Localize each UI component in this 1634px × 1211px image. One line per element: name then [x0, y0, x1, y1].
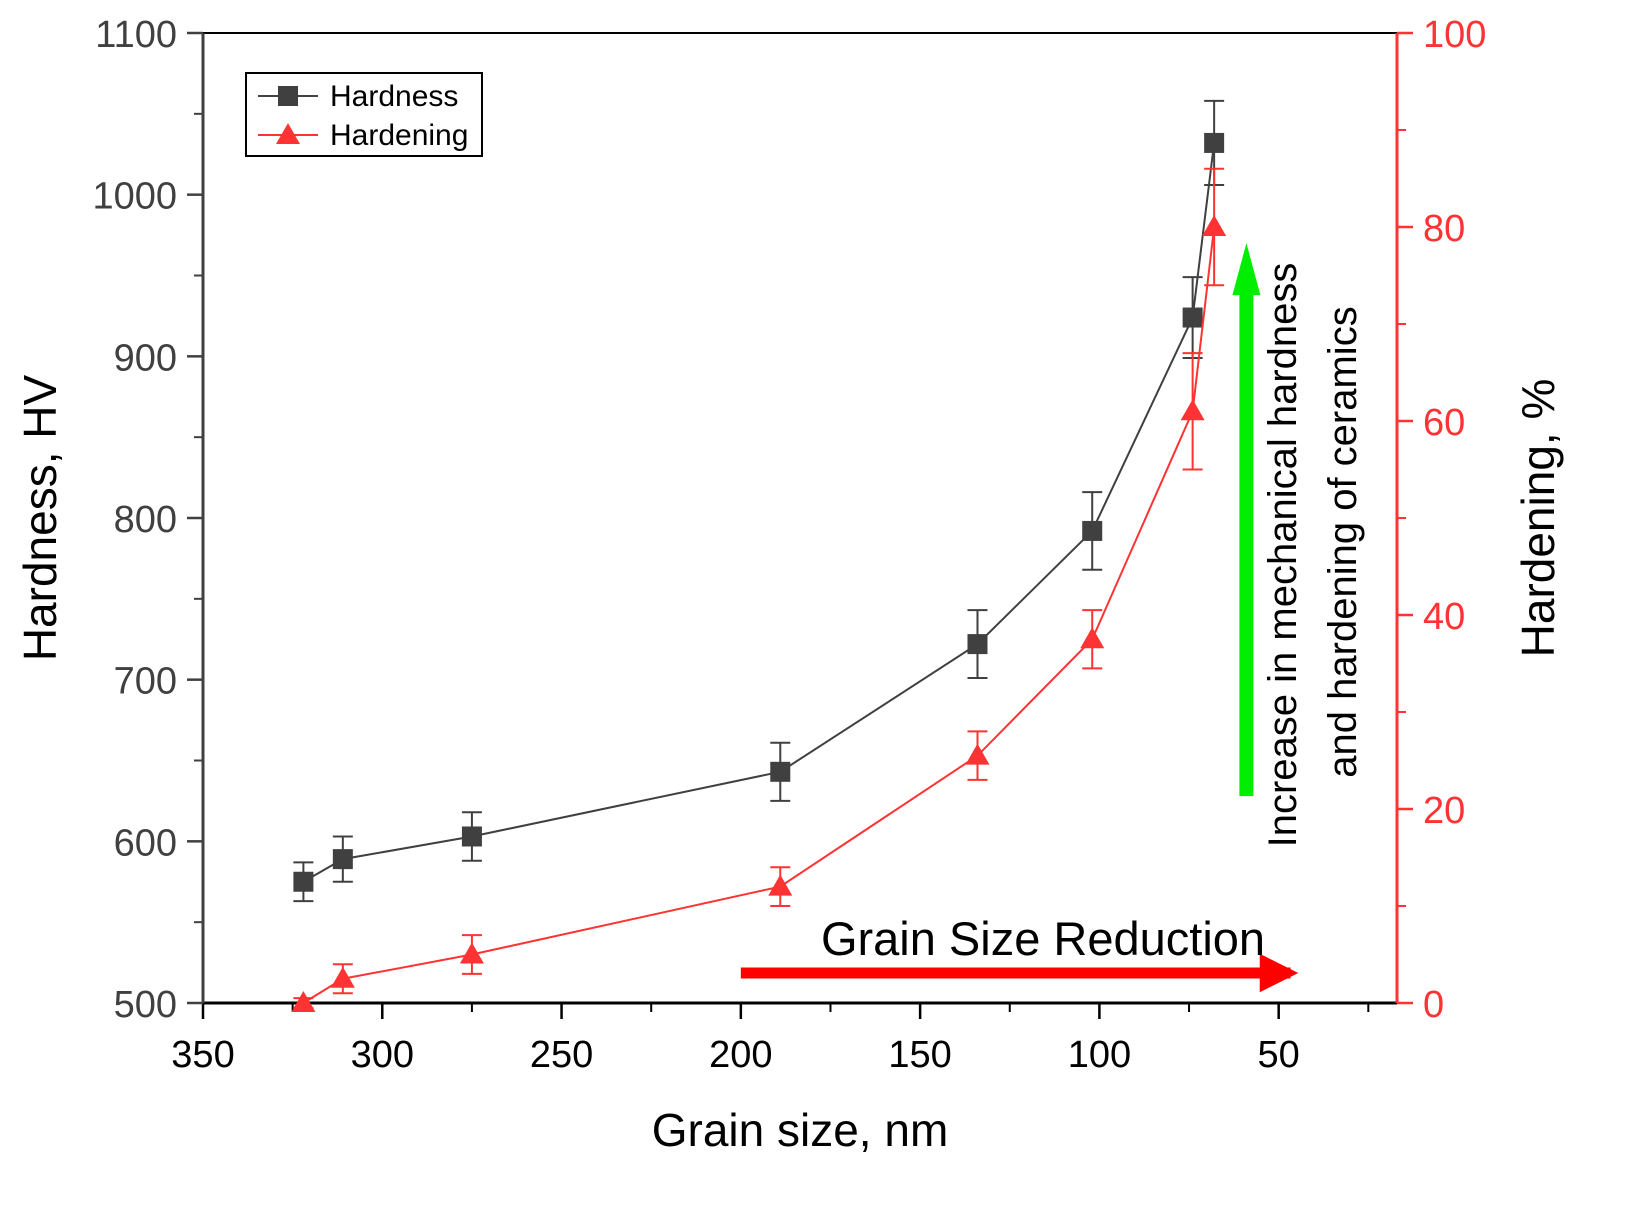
- hardening-data-point: [965, 743, 990, 765]
- hardness-data-point: [1182, 307, 1203, 328]
- hardening-data-point: [1180, 399, 1205, 421]
- x-tick-label: 100: [1068, 1034, 1131, 1076]
- annotation-layer: Grain Size Reduction Increase in mechani…: [740, 243, 1365, 993]
- y-right-tick-label: 60: [1423, 402, 1465, 444]
- y-right-tick-label: 0: [1423, 984, 1444, 1026]
- y-right-axis-ticks: 0 20 40 60 80 100: [1397, 14, 1486, 1026]
- hardness-increase-arrow: [1232, 243, 1261, 797]
- y-right-tick-label: 100: [1423, 14, 1486, 56]
- hardening-data-point: [768, 874, 793, 896]
- hardening-data-point: [1080, 627, 1105, 649]
- hardening-data-point: [291, 991, 316, 1012]
- x-tick-label: 250: [530, 1034, 593, 1076]
- y-right-axis-label: Hardening, %: [1512, 379, 1564, 658]
- legend-marker-hardness: [278, 86, 298, 106]
- hardness-series-line: [302, 142, 1216, 883]
- x-tick-label: 150: [888, 1034, 951, 1076]
- hardness-data-point: [770, 761, 791, 782]
- hardness-data-point: [293, 871, 314, 892]
- x-tick-label: 200: [709, 1034, 772, 1076]
- legend-label-hardness: Hardness: [330, 80, 458, 113]
- x-tick-label: 50: [1258, 1034, 1300, 1076]
- plot-frame: [201, 32, 1399, 1005]
- hardness-data-point: [1204, 132, 1225, 153]
- hardening-data-point: [1202, 215, 1227, 236]
- hardness-data-point: [967, 634, 988, 655]
- hardness-data-point: [332, 849, 353, 870]
- hardness-data-point: [461, 826, 482, 847]
- hardening-data-point: [330, 966, 355, 988]
- hardening-data-point: [459, 942, 484, 964]
- y-left-tick-label: 800: [114, 499, 177, 541]
- hardening-series-line: [302, 226, 1216, 1004]
- hardness-data-point: [1082, 520, 1103, 541]
- y-right-tick-label: 40: [1423, 596, 1465, 638]
- y-left-tick-label: 500: [114, 984, 177, 1026]
- legend: Hardness Hardening: [245, 72, 483, 157]
- y-left-axis-ticks: 500 600 700 800 900 1000 1100: [92, 14, 203, 1026]
- hardness-increase-label-line-1: Increase in mechanical hardness: [1261, 263, 1305, 848]
- legend-marker-hardening: [276, 123, 300, 144]
- y-left-tick-label: 1000: [92, 176, 177, 218]
- x-tick-label: 350: [171, 1034, 234, 1076]
- y-right-tick-label: 20: [1423, 790, 1465, 832]
- legend-label-hardening: Hardening: [330, 119, 468, 152]
- series-layer: [291, 99, 1227, 1012]
- x-axis-label: Grain size, nm: [652, 1104, 949, 1156]
- grain-size-reduction-label: Grain Size Reduction: [821, 912, 1265, 965]
- y-left-tick-label: 900: [114, 337, 177, 379]
- y-left-tick-label: 1100: [95, 14, 177, 56]
- y-right-tick-label: 80: [1423, 208, 1465, 250]
- x-tick-label: 300: [351, 1034, 414, 1076]
- y-left-tick-label: 700: [114, 661, 177, 703]
- y-left-tick-label: 600: [114, 822, 177, 864]
- x-axis-ticks: 350 300 250 200 150 100 50: [171, 1003, 1370, 1076]
- y-left-axis-label: Hardness, HV: [14, 375, 66, 662]
- hardness-increase-label-line-2: and hardening of ceramics: [1321, 306, 1365, 777]
